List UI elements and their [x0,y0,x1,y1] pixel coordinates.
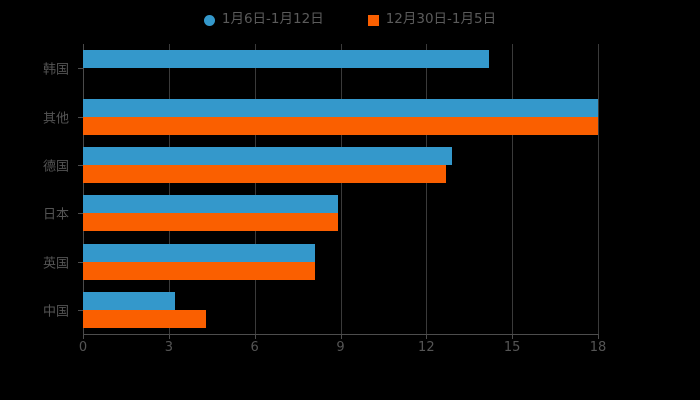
y-tick-label-其他: 其他 [42,111,69,126]
x-tick-label: 15 [503,340,521,355]
chart-legend: 1月6日-1月12日 12月30日-1月5日 [0,8,700,32]
x-tick-mark [168,334,170,339]
y-tick-mark [78,116,83,118]
bar-其他-series-2[interactable] [83,116,598,135]
bar-中国-series-1[interactable] [83,291,175,310]
gridline-x-3 [168,44,170,334]
bar-韩国-series-1[interactable] [83,50,490,69]
y-tick-label-德国: 德国 [42,159,69,175]
gridline-x-15 [512,44,514,334]
y-tick-mark [78,213,83,215]
y-tick-mark [78,261,83,263]
x-tick-label: 9 [336,340,345,355]
x-tick-label: 3 [164,340,173,355]
bar-中国-series-2[interactable] [83,309,207,328]
x-tick-mark [512,334,514,339]
y-tick-mark [78,309,83,311]
legend-label-series-1: 1月6日-1月12日 [221,11,324,28]
gridline-x-9 [340,44,342,334]
x-tick-label: 18 [589,340,607,355]
y-tick-mark [78,164,83,166]
bar-英国-series-2[interactable] [83,261,315,280]
bar-德国-series-1[interactable] [83,146,453,165]
y-tick-label-日本: 日本 [42,207,69,223]
x-tick-mark [426,334,428,339]
legend-item-series-2[interactable]: 12月30日-1月5日 [367,11,497,28]
y-tick-label-韩国: 韩国 [42,62,69,78]
legend-label-series-2: 12月30日-1月5日 [385,11,497,28]
y-tick-label-中国: 中国 [42,304,69,320]
x-tick-label: 6 [250,340,259,355]
y-tick-label-英国: 英国 [42,256,69,271]
x-tick-label: 0 [78,340,88,355]
bar-日本-series-1[interactable] [83,195,338,214]
x-tick-label: 12 [418,340,435,355]
gridline-x-18 [598,44,599,334]
x-tick-mark [254,334,256,339]
bar-日本-series-2[interactable] [83,213,338,232]
legend-item-series-1[interactable]: 1月6日-1月12日 [203,11,324,28]
gridline-x-0 [83,44,84,334]
square-marker-icon [367,14,379,26]
bar-英国-series-1[interactable] [83,243,315,262]
x-tick-mark [83,334,84,339]
x-tick-mark [340,334,342,339]
x-tick-mark [598,334,599,339]
plot-area [83,44,599,334]
gridline-x-6 [254,44,256,334]
gridline-x-12 [426,44,428,334]
circle-marker-icon [203,14,215,26]
y-tick-mark [78,68,83,70]
bar-德国-series-2[interactable] [83,164,447,183]
bar-其他-series-1[interactable] [83,98,598,117]
